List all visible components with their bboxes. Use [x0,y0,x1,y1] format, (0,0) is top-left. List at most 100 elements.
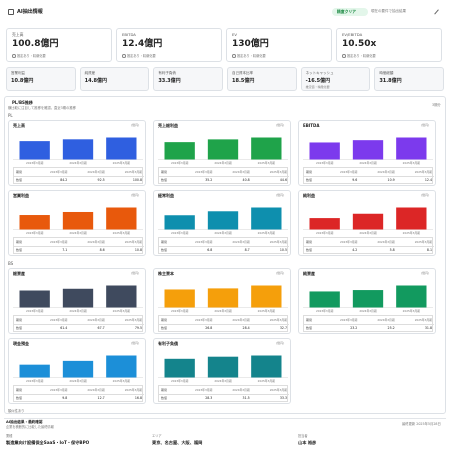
x-tick-label: 2023年3月期 [26,379,44,383]
table-header: 期間 [16,387,23,392]
chart-card: 営業利益 (億円) 2023年3月期 2024年3月期 2025年3月期 期間 数値 2023… [8,190,146,256]
bar [62,139,94,160]
table-period: 2025年3月期 [269,317,287,322]
chart-unit: (億円) [131,193,140,197]
bar [207,288,239,308]
kpi-value: 12.4億円 [122,39,163,49]
bar [62,211,94,230]
bar-chart [158,355,288,378]
x-tick-label: 2023年3月期 [171,379,189,383]
table-header: 期間 [161,239,168,244]
bar-chart [303,207,433,230]
bar [251,355,282,378]
table-value: 7.1 [62,248,68,252]
chart-title: 営業利益 [13,193,29,198]
table-header: 数値 [16,248,23,252]
bar [309,291,340,308]
metric-card: 有利子負債 33.3億円 [153,67,223,91]
table-header: 期間 [16,317,23,322]
kpi-card: EBITDA 12.4億円 推定あり・精緻化要 [116,28,222,62]
x-tick-label: 2024年3月期 [69,309,87,313]
kpi-value: 100.8億円 [12,39,59,49]
table-period: 2023年3月期 [195,387,213,392]
bar-chart [13,355,143,378]
chart-card: 売上高 (億円) 2023年3月期 2024年3月期 2025年3月期 期間 数値 2023年… [8,120,146,186]
table-period: 2023年3月期 [195,239,213,244]
table-period: 2025年3月期 [414,317,432,322]
x-tick-label: 2023年3月期 [316,231,334,235]
metric-note: 推定値・精緻化要 [305,85,330,89]
chart-table: 期間 数値 2023年3月期 7.1 2024年3月期 8.6 2025年3月期 10.8 [13,237,144,254]
table-period: 2024年3月期 [87,169,105,174]
bar-chart [13,137,143,160]
table-header: 数値 [306,178,313,182]
x-tick-label: 2025年3月期 [257,161,275,165]
table-header: 期間 [306,317,313,322]
metric-value: -16.5億円 [305,78,331,84]
x-tick-label: 2025年3月期 [257,379,275,383]
table-period: 2023年3月期 [195,169,213,174]
bar-chart [303,137,433,160]
metric-value: 31.8億円 [379,78,402,84]
table-period: 2025年3月期 [269,239,287,244]
x-tick-label: 2024年3月期 [359,309,377,313]
x-tick-label: 2025年3月期 [402,309,420,313]
edit-icon [434,9,439,15]
footer-updated: 最終更新 2025年5月28日 [402,422,441,426]
table-period: 2025年3月期 [414,169,432,174]
header-note: 現在の要件で抽出結果 [371,9,406,13]
x-tick-label: 2025年3月期 [257,309,275,313]
trends-period-count: 3期分 [432,103,441,107]
table-header: 期間 [16,239,23,244]
chart-card: 総資産 (億円) 2023年3月期 2024年3月期 2025年3月期 期間 数値 2023年… [8,268,146,334]
table-value: 5.8 [389,248,395,252]
table-value: 28.3 [205,396,213,400]
x-tick-label: 2024年3月期 [214,161,232,165]
field-value: 東京、名古屋、大阪、福岡 [152,440,203,445]
metric-value: 33.3億円 [158,78,181,84]
x-tick-label: 2023年3月期 [171,231,189,235]
chart-title: 売上総利益 [158,123,178,128]
metric-label: 有利子負債 [158,71,176,75]
chart-table: 期間 数値 2023年3月期 61.4 2024年3月期 67.7 2025年3月期 79.5 [13,315,144,332]
table-period: 2023年3月期 [50,239,68,244]
footer-title: AI抽出結果・最終確認 [6,420,43,424]
table-period: 2023年3月期 [50,169,68,174]
bar-chart [158,285,288,308]
chart-unit: (億円) [131,341,140,345]
table-period: 2025年3月期 [124,387,142,392]
bar [19,141,50,160]
header-icon [8,9,14,15]
bar-chart [13,207,143,230]
table-value: 84.2 [60,178,68,182]
x-tick-label: 2024年3月期 [69,161,87,165]
x-tick-label: 2024年3月期 [214,309,232,313]
table-header: 期間 [161,317,168,322]
x-tick-label: 2024年3月期 [359,231,377,235]
bar [164,289,195,308]
metric-card: ネットキャッシュ -16.5億円 推定値・精緻化要 [300,67,371,91]
chart-title: EBITDA [303,123,320,128]
chart-table: 期間 数値 2023年3月期 6.8 2024年3月期 8.7 2025年3月期 10.5 [158,237,289,254]
x-tick-label: 2024年3月期 [69,379,87,383]
chart-unit: (億円) [421,193,430,197]
bar [19,215,50,230]
table-period: 2023年3月期 [340,169,358,174]
chart-title: 純利益 [303,193,315,198]
chart-card: 現金預金 (億円) 2023年3月期 2024年3月期 2025年3月期 期間 数値 2023… [8,338,146,404]
table-period: 2023年3月期 [340,317,358,322]
field-label: 業種 [6,434,13,438]
bar [62,360,94,378]
metric-label: 自己資本比率 [232,71,253,75]
x-tick-label: 2025年3月期 [112,379,130,383]
chart-title: 現金預金 [13,341,29,346]
metric-card: 営業利益 10.8億円 [6,67,76,91]
table-period: 2024年3月期 [232,169,250,174]
x-tick-label: 2025年3月期 [402,161,420,165]
table-value: 8.7 [244,248,250,252]
bar [164,358,195,378]
chart-table: 期間 数値 2023年3月期 23.2 2024年3月期 25.2 2025年3月期 31.8 [303,315,434,332]
chart-table: 期間 数値 2023年3月期 26.8 2024年3月期 28.4 2025年3月期 32.7 [158,315,289,332]
table-value: 31.8 [424,326,432,330]
